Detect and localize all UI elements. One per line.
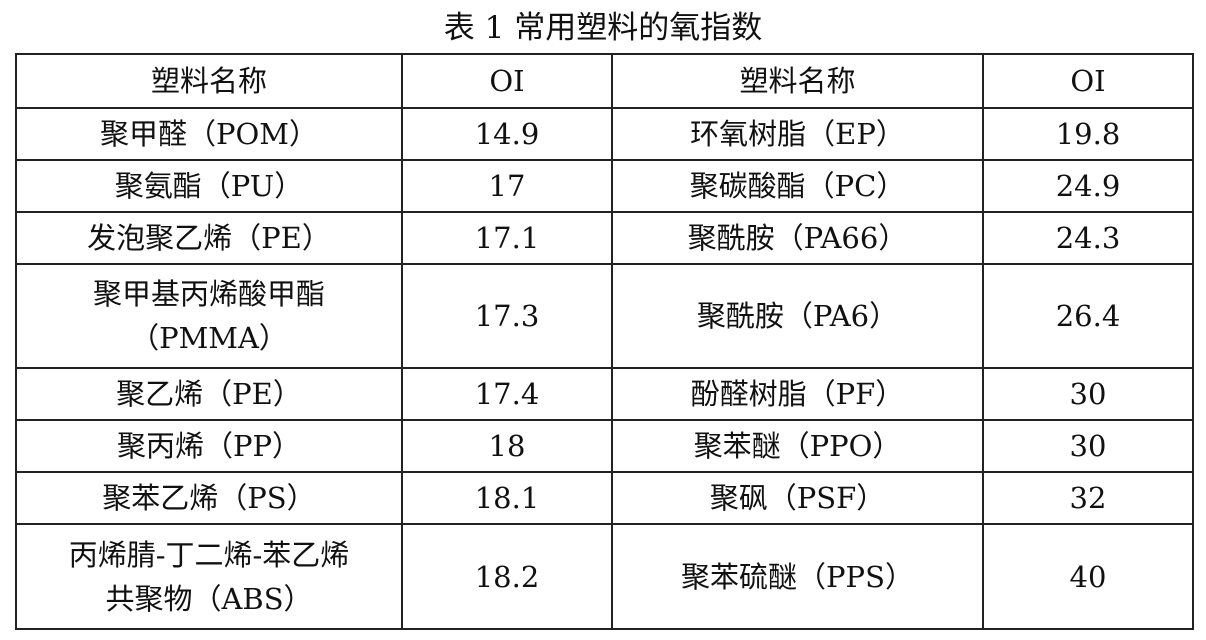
oi-value: 30 bbox=[982, 419, 1194, 473]
plastic-name: 聚苯醚（PPO） bbox=[611, 419, 984, 473]
plastic-name: 聚苯硫醚（PPS） bbox=[611, 523, 984, 630]
header-row: 塑料名称 OI 塑料名称 OI bbox=[15, 53, 1194, 109]
header-plastic-name: 塑料名称 bbox=[611, 53, 984, 109]
header-oi: OI bbox=[982, 53, 1194, 109]
oi-value: 18 bbox=[401, 419, 613, 473]
header-oi: OI bbox=[401, 53, 613, 109]
plastic-name: 环氧树脂（EP） bbox=[611, 107, 984, 161]
plastic-name: 聚甲基丙烯酸甲酯 （PMMA） bbox=[15, 263, 403, 369]
plastic-name: 聚甲醛（POM） bbox=[15, 107, 403, 161]
table-row: 发泡聚乙烯（PE） 17.1 聚酰胺（PA66） 24.3 bbox=[15, 211, 1194, 265]
oi-value: 17.1 bbox=[401, 211, 613, 265]
plastic-name-line2: 共聚物（ABS） bbox=[105, 581, 313, 616]
table-row: 聚丙烯（PP） 18 聚苯醚（PPO） 30 bbox=[15, 419, 1194, 473]
table-title: 表 1 常用塑料的氧指数 bbox=[443, 10, 763, 46]
oi-value: 17 bbox=[401, 159, 613, 213]
table-row: 聚甲醛（POM） 14.9 环氧树脂（EP） 19.8 bbox=[15, 107, 1194, 161]
plastic-name-line2: （PMMA） bbox=[130, 321, 288, 355]
plastic-name-line1: 聚甲基丙烯酸甲酯 bbox=[92, 277, 325, 311]
oi-value: 40 bbox=[982, 523, 1194, 630]
oi-value: 18.2 bbox=[401, 523, 613, 630]
oi-value: 26.4 bbox=[982, 263, 1194, 369]
oi-value: 17.3 bbox=[401, 263, 613, 369]
oi-value: 24.9 bbox=[982, 159, 1194, 213]
plastic-name-line1: 丙烯腈-丁二烯-苯乙烯 bbox=[68, 537, 350, 572]
table-row: 聚氨酯（PU） 17 聚碳酸酯（PC） 24.9 bbox=[15, 159, 1194, 213]
plastic-name: 聚丙烯（PP） bbox=[15, 419, 403, 473]
oxygen-index-table: 塑料名称 OI 塑料名称 OI 聚甲醛（POM） 14.9 环氧树脂（EP） 1… bbox=[15, 53, 1194, 630]
oi-value: 18.1 bbox=[401, 471, 613, 525]
oi-value: 24.3 bbox=[982, 211, 1194, 265]
plastic-name: 丙烯腈-丁二烯-苯乙烯 共聚物（ABS） bbox=[15, 523, 403, 630]
table-row: 聚乙烯（PE） 17.4 酚醛树脂（PF） 30 bbox=[15, 367, 1194, 421]
plastic-name: 发泡聚乙烯（PE） bbox=[15, 211, 403, 265]
plastic-name: 聚酰胺（PA6） bbox=[611, 263, 984, 369]
plastic-name: 聚酰胺（PA66） bbox=[611, 211, 984, 265]
oi-value: 30 bbox=[982, 367, 1194, 421]
table-row: 丙烯腈-丁二烯-苯乙烯 共聚物（ABS） 18.2 聚苯硫醚（PPS） 40 bbox=[15, 523, 1194, 630]
table-row: 聚苯乙烯（PS） 18.1 聚砜（PSF） 32 bbox=[15, 471, 1194, 525]
plastic-name: 酚醛树脂（PF） bbox=[611, 367, 984, 421]
plastic-name: 聚苯乙烯（PS） bbox=[15, 471, 403, 525]
oi-value: 17.4 bbox=[401, 367, 613, 421]
plastic-name: 聚砜（PSF） bbox=[611, 471, 984, 525]
plastic-name: 聚氨酯（PU） bbox=[15, 159, 403, 213]
header-plastic-name: 塑料名称 bbox=[15, 53, 403, 109]
oi-value: 32 bbox=[982, 471, 1194, 525]
plastic-name: 聚乙烯（PE） bbox=[15, 367, 403, 421]
oi-value: 14.9 bbox=[401, 107, 613, 161]
plastic-name: 聚碳酸酯（PC） bbox=[611, 159, 984, 213]
oi-value: 19.8 bbox=[982, 107, 1194, 161]
table-row: 聚甲基丙烯酸甲酯 （PMMA） 17.3 聚酰胺（PA6） 26.4 bbox=[15, 263, 1194, 369]
